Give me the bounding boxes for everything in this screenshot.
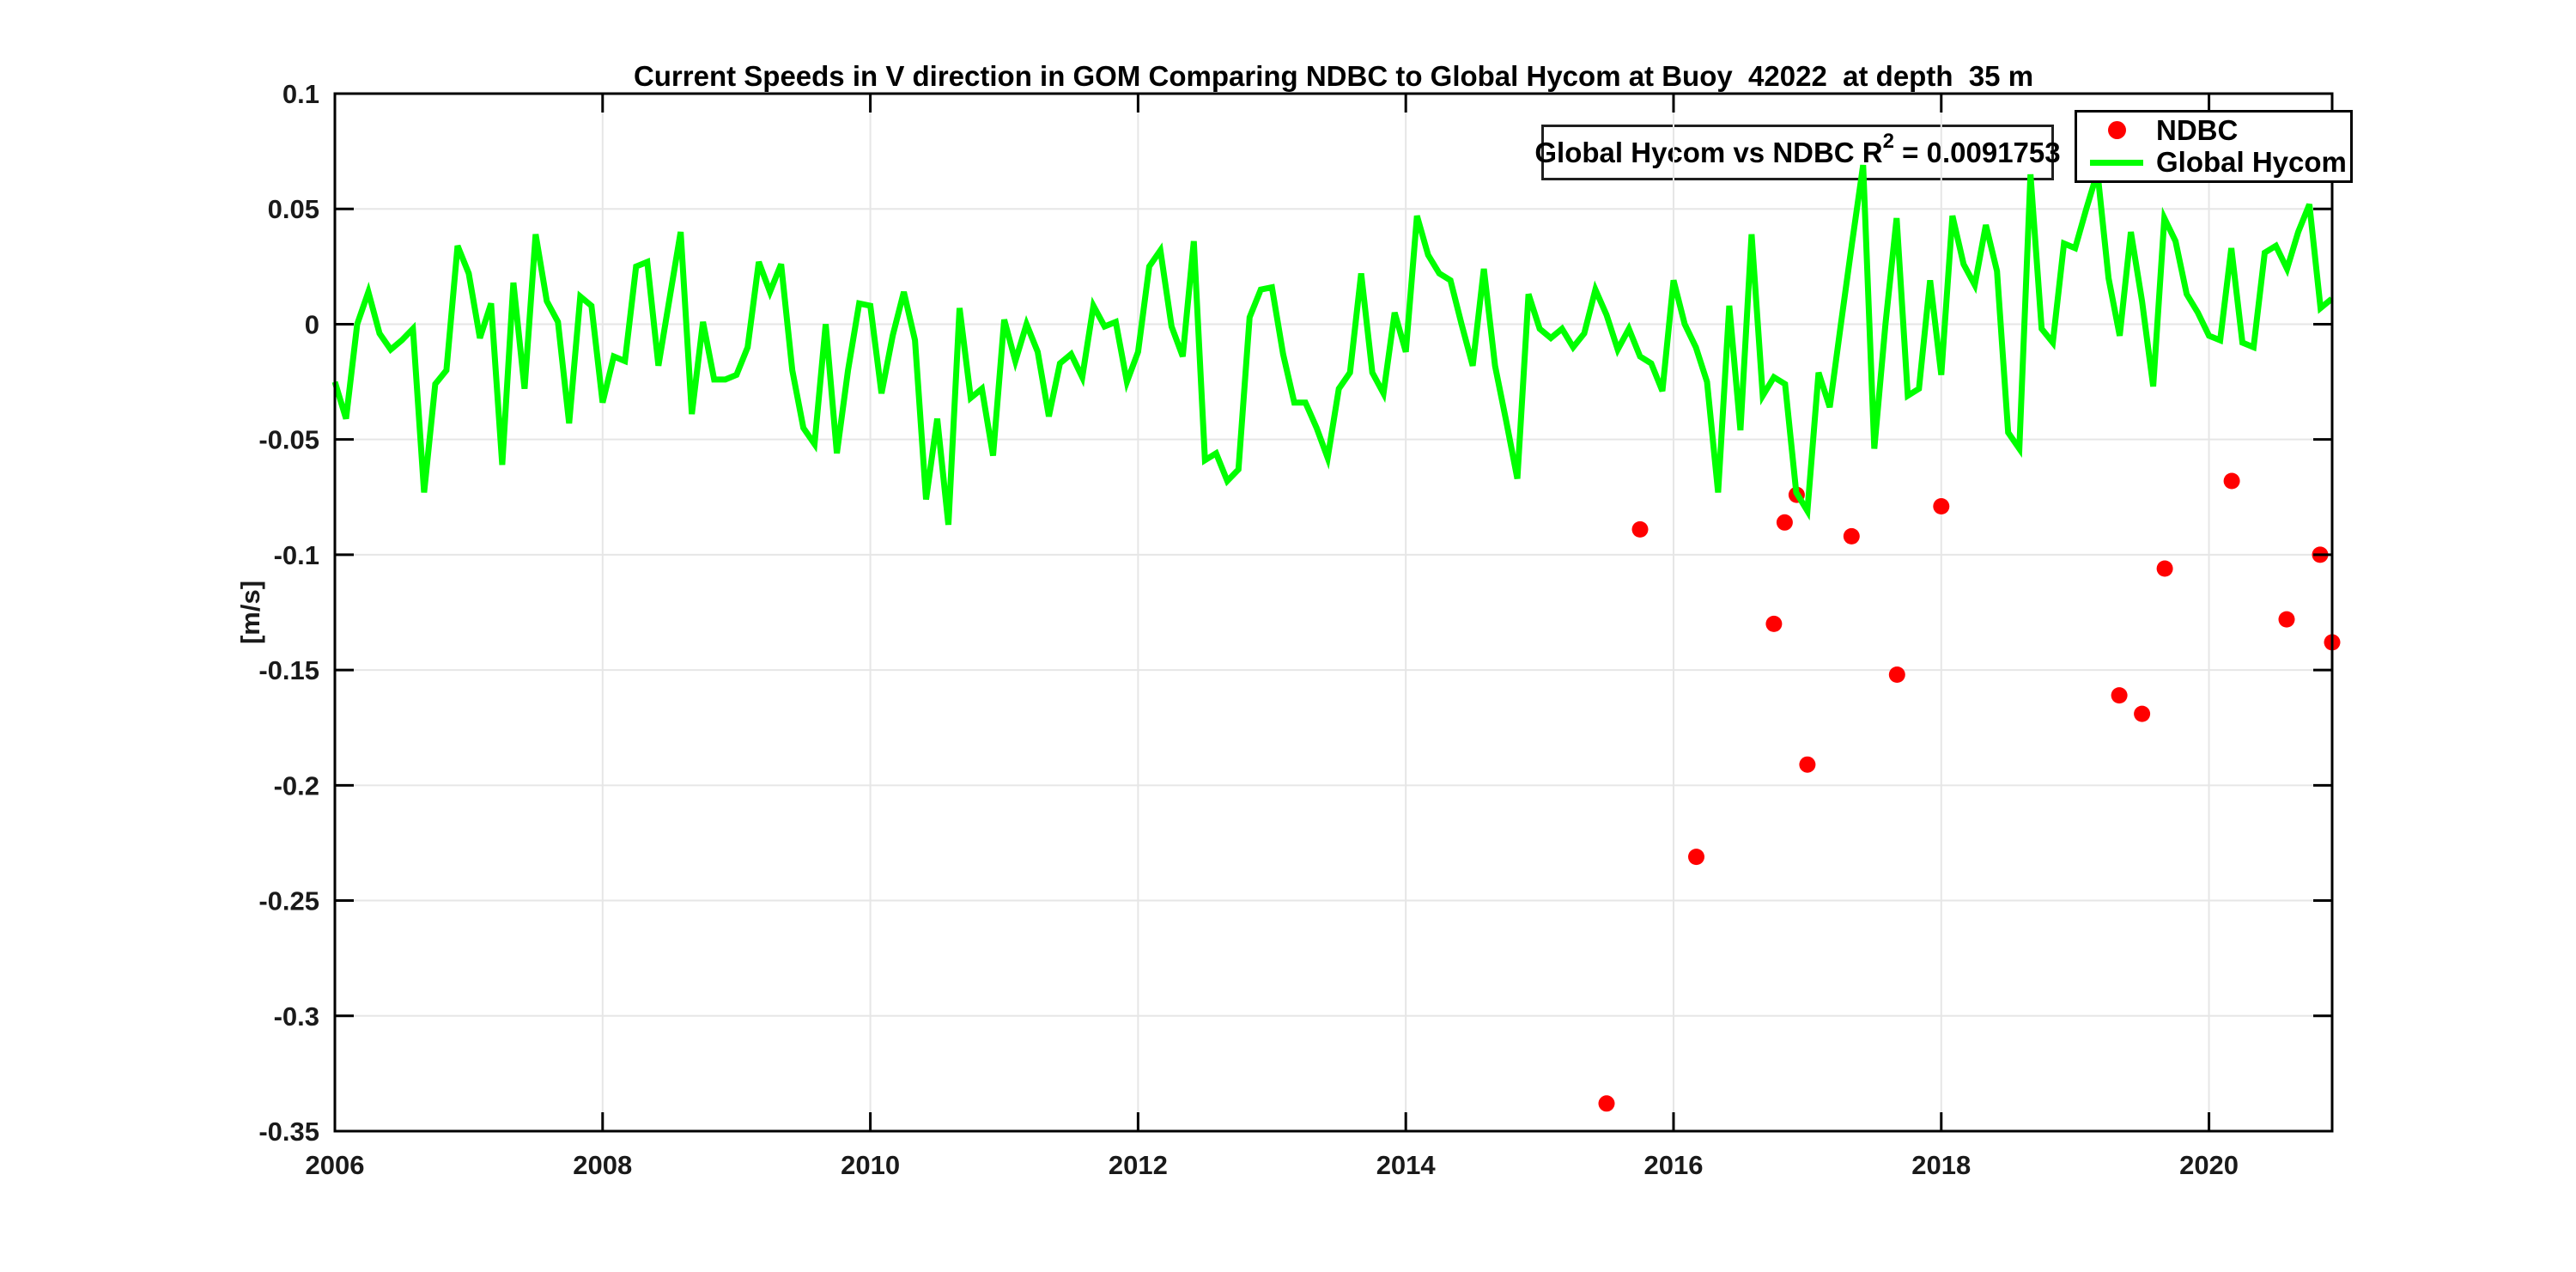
x-tick-label: 2006 (306, 1150, 365, 1180)
ndbc-point (2223, 472, 2240, 490)
x-tick-label: 2008 (573, 1150, 632, 1180)
ndbc-point (2278, 611, 2295, 628)
x-tick-label: 2016 (1643, 1150, 1703, 1180)
annotation-text-suffix: = 0.0091753 (1894, 136, 2061, 168)
ndbc-point (1598, 1095, 1615, 1112)
y-tick-label: -0.1 (274, 540, 319, 570)
ndbc-point (1688, 849, 1704, 866)
ndbc-point (1888, 666, 1905, 683)
x-tick-label: 2010 (841, 1150, 900, 1180)
y-tick-labels: 0.1 0.05 0 -0.05 -0.1 -0.15 -0.2 -0.25 -0.3 -0.35 (258, 79, 319, 1147)
ndbc-point (1776, 514, 1793, 531)
y-tick-label: -0.35 (258, 1117, 319, 1147)
green-line-icon (2090, 159, 2143, 166)
ndbc-marker-swatch (2077, 121, 2156, 140)
y-tick-label: -0.3 (274, 1001, 319, 1032)
axes-frame (333, 92, 2334, 1133)
y-tick-label: 0.05 (268, 194, 319, 224)
gridlines (335, 94, 2332, 1131)
ndbc-point (2156, 560, 2173, 577)
annotation-superscript: 2 (1882, 129, 1894, 153)
annotation-text-prefix: Global Hycom vs NDBC R (1534, 136, 1883, 168)
x-tick-label: 2014 (1376, 1150, 1437, 1180)
x-tick-labels: 2006 2008 2010 2012 2014 2016 2018 2020 (306, 1150, 2239, 1180)
y-tick-label: 0 (305, 309, 319, 339)
y-tick-label: -0.05 (258, 425, 319, 455)
ndbc-point (1799, 756, 1816, 773)
ndbc-scatter-points (1598, 472, 2341, 1112)
y-axis-label: [m/s] (235, 580, 265, 645)
legend-label-ndbc: NDBC (2156, 113, 2239, 146)
y-tick-label: -0.25 (258, 886, 319, 916)
chart-title: Current Speeds in V direction in GOM Com… (633, 60, 2034, 92)
ndbc-point (1933, 498, 1950, 514)
legend-label-global-hycom: Global Hycom (2156, 146, 2347, 179)
legend-item-global-hycom: Global Hycom (2077, 146, 2350, 179)
ndbc-point (1765, 615, 1783, 632)
y-tick-label: -0.2 (274, 770, 319, 800)
tick-marks (333, 92, 2332, 1133)
legend-item-ndbc: NDBC (2077, 113, 2350, 146)
ndbc-point (2134, 705, 2151, 722)
y-tick-label: -0.15 (258, 655, 319, 685)
x-tick-label: 2020 (2179, 1150, 2239, 1180)
legend: NDBC Global Hycom (2075, 110, 2353, 183)
red-dot-icon (2107, 121, 2126, 140)
y-tick-label: 0.1 (283, 79, 319, 109)
hycom-line (331, 164, 2334, 526)
ndbc-point (2111, 687, 2128, 704)
x-tick-label: 2012 (1109, 1150, 1168, 1180)
ndbc-point (1843, 527, 1860, 545)
ndbc-point (1631, 520, 1649, 538)
hycom-line-swatch (2077, 159, 2156, 166)
x-tick-label: 2018 (1911, 1150, 1971, 1180)
